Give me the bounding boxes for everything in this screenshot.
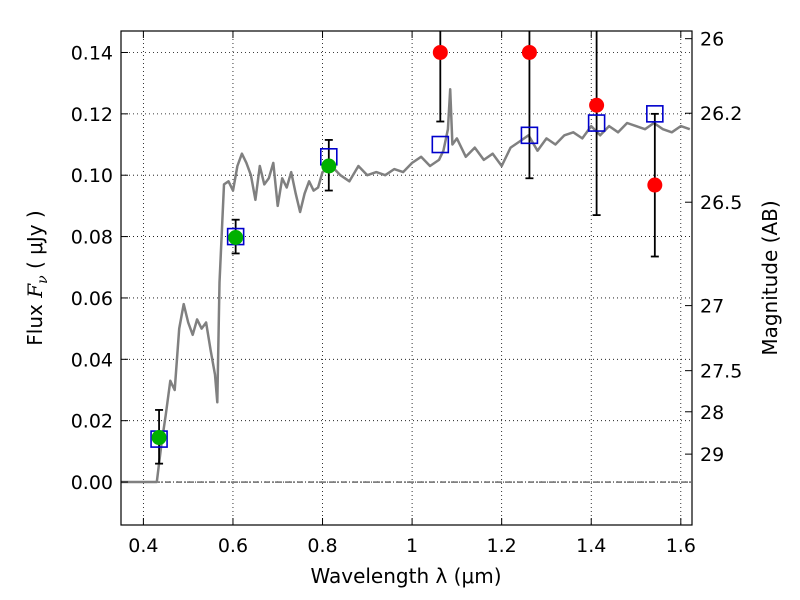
y2-tick-label: 28 [700, 402, 724, 424]
nir-point [432, 44, 448, 60]
x-tick-label: 0.6 [218, 535, 248, 557]
y-tick-label: 0.12 [71, 104, 113, 126]
grid-lines [121, 31, 692, 525]
nir-point [647, 177, 663, 193]
y2-tick-label: 29 [700, 444, 724, 466]
y-tick-label: 0.02 [71, 411, 113, 433]
y-tick-label: 0.08 [71, 227, 113, 249]
y-tick-label: 0.10 [71, 165, 113, 187]
x-axis-title: Wavelength λ (μm) [310, 564, 501, 588]
x-tick-label: 1.4 [576, 535, 606, 557]
y2-axis-title: Magnitude (AB) [758, 200, 782, 355]
model-photometry-square [587, 114, 606, 132]
model-photometry-square [646, 105, 664, 123]
detection-point [321, 158, 337, 174]
y2-tick-label: 26.2 [700, 103, 742, 125]
y2-tick-label: 27 [700, 296, 724, 318]
plot-frame [120, 30, 693, 526]
model-photometry-square [431, 135, 450, 154]
y-tick-label: 0.04 [71, 349, 113, 371]
y-tick-label: 0.06 [71, 288, 113, 310]
plot-area [121, 31, 692, 484]
y2-tick-label: 26 [700, 29, 724, 51]
y-axis-title-prefix: Flux [23, 298, 47, 346]
x-tick-label: 1.2 [487, 535, 517, 557]
x-tick-label: 0.4 [128, 535, 158, 557]
nir-point [589, 97, 605, 113]
y-axis-title-subscript: ν [35, 275, 51, 284]
detection-point [151, 430, 167, 446]
y2-tick-label: 26.5 [700, 192, 742, 214]
y-tick-label: 0.00 [71, 472, 113, 494]
y-axis-title: Flux Fν ( μJy ) [23, 210, 51, 345]
model-photometry-square [520, 126, 539, 145]
x-tick-label: 1.6 [666, 535, 696, 557]
nir-point [521, 44, 537, 60]
y-axis-title-symbol: F [23, 283, 47, 299]
y-tick-label: 0.14 [71, 42, 113, 64]
x-tick-label: 0.8 [307, 535, 337, 557]
x-tick-label: 1 [406, 535, 418, 557]
y2-tick-label: 27.5 [700, 361, 742, 383]
axis-ticks: 0.4 0.6 0.8 1 1.2 1.4 1.6 0.00 0.02 0.04 0.06 0.08 0… [71, 29, 743, 557]
spectrum-line [121, 88, 691, 484]
y-axis-title-suffix: ( μJy ) [23, 210, 47, 275]
detection-point [228, 229, 244, 245]
